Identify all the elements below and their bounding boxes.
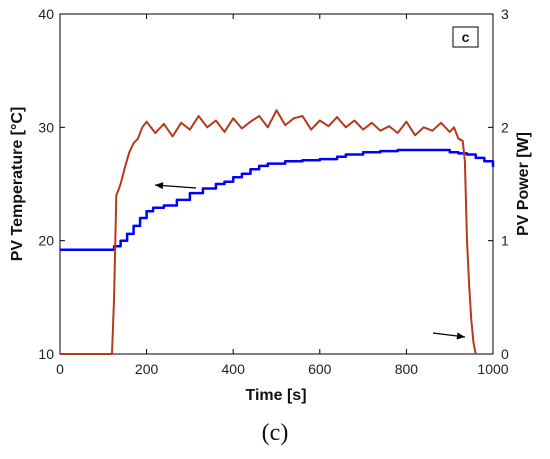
y-tick-label: 40 <box>38 6 54 22</box>
annotation-arrows <box>154 182 466 340</box>
y-tick-label: 10 <box>38 346 54 362</box>
arrow-to-power-axis <box>432 332 466 340</box>
y-tick-label: 30 <box>38 119 54 135</box>
y-axis-label: PV Temperature [°C] <box>9 107 26 262</box>
power-series-line <box>60 109 477 355</box>
temperature-series-line <box>60 148 495 251</box>
y2-ticks: 0 1 2 3 <box>488 6 509 362</box>
y-tick-label: 20 <box>38 233 54 249</box>
x-tick-label: 1000 <box>477 361 508 377</box>
x-tick-label: 800 <box>395 361 419 377</box>
chart-svg: 0 200 400 600 800 1000 10 20 30 40 0 1 2 3 c Time [… <box>9 6 532 404</box>
x-ticks: 0 200 400 600 800 1000 <box>56 14 509 377</box>
plot-frame <box>59 13 494 355</box>
series-layer <box>60 109 495 355</box>
figure-caption: (c) <box>261 420 289 446</box>
x-tick-label: 0 <box>56 361 64 377</box>
y2-tick-label: 3 <box>501 6 509 22</box>
x-tick-label: 600 <box>308 361 332 377</box>
y-ticks: 10 20 30 40 <box>38 6 65 362</box>
x-tick-label: 400 <box>222 361 246 377</box>
y2-axis-label: PV Power [W] <box>515 132 532 236</box>
x-tick-label: 200 <box>135 361 159 377</box>
y2-tick-label: 2 <box>501 119 509 135</box>
x-axis-label: Time [s] <box>245 387 306 404</box>
panel-label-box: c <box>452 26 479 48</box>
panel-label: c <box>462 29 470 45</box>
y2-tick-label: 0 <box>501 346 509 362</box>
y2-tick-label: 1 <box>501 233 509 249</box>
arrow-to-temperature-axis <box>154 182 197 190</box>
